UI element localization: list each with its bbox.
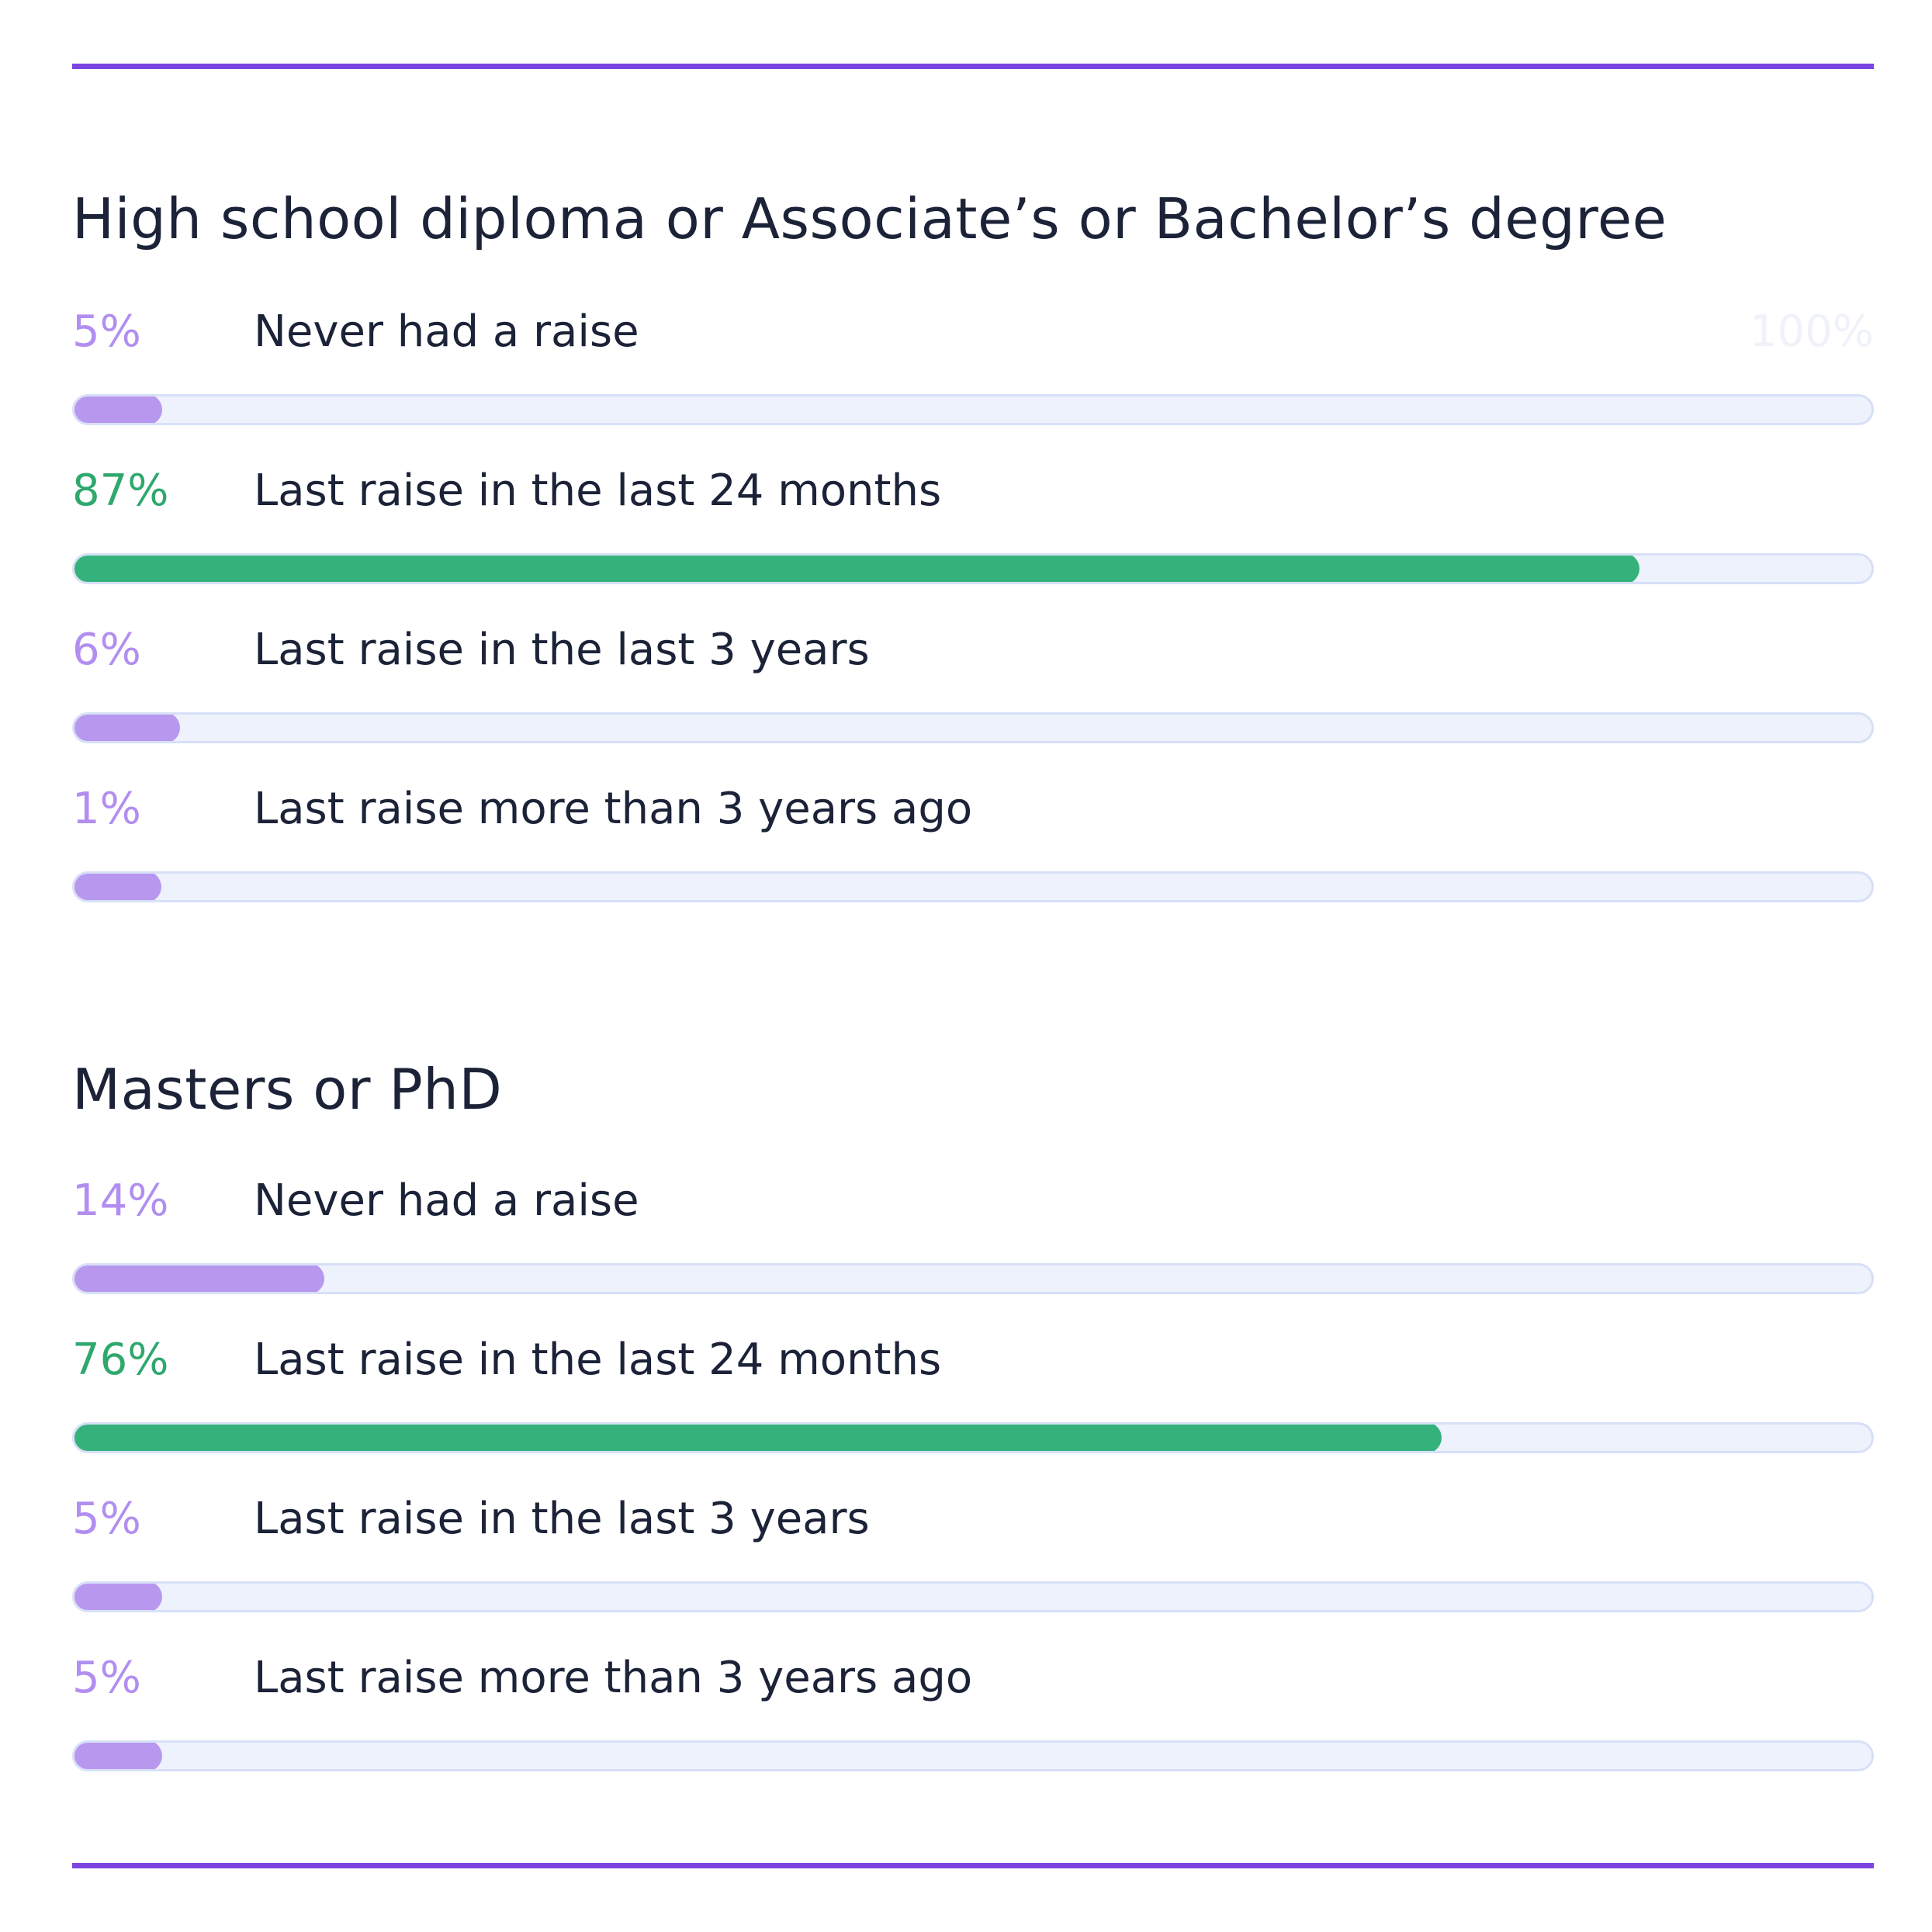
bar-track (72, 1422, 1874, 1453)
bar-category-label: Last raise in the last 3 years (254, 625, 870, 675)
bar-track (72, 1263, 1874, 1294)
bar-value-label: 5% (72, 1494, 141, 1544)
bar-track (72, 1740, 1874, 1771)
bar-category-label: Last raise in the last 24 months (254, 466, 942, 516)
bar-value-label: 5% (72, 306, 141, 357)
bar (74, 715, 180, 741)
bar (74, 396, 162, 423)
bar-track (72, 394, 1874, 425)
bar-value-label: 76% (72, 1335, 169, 1385)
bar-value-label: 1% (72, 784, 141, 834)
bar-track (72, 1581, 1874, 1612)
bar (74, 1265, 324, 1292)
bar-track (72, 553, 1874, 584)
bar-category-label: Never had a raise (254, 306, 639, 357)
bar-category-label: Last raise more than 3 years ago (254, 784, 973, 834)
bar (74, 556, 1639, 582)
scale-max-label: 100% (1749, 306, 1874, 357)
bar-category-label: Last raise in the last 3 years (254, 1494, 870, 1544)
bottom-divider (72, 1863, 1874, 1868)
top-divider (72, 64, 1874, 69)
bar-category-label: Never had a raise (254, 1175, 639, 1226)
bar-category-label: Last raise more than 3 years ago (254, 1653, 973, 1703)
bar-track (72, 712, 1874, 743)
bar-value-label: 5% (72, 1653, 141, 1703)
bar-category-label: Last raise in the last 24 months (254, 1335, 942, 1385)
bar-track (72, 871, 1874, 902)
bar (74, 1584, 162, 1610)
group-title-undergrad: High school diploma or Associate’s or Ba… (72, 186, 1667, 251)
bar-value-label: 6% (72, 625, 141, 675)
bar (74, 874, 161, 900)
bar (74, 1743, 162, 1769)
group-title-graduate: Masters or PhD (72, 1057, 503, 1122)
bar-value-label: 87% (72, 466, 169, 516)
bar-value-label: 14% (72, 1175, 169, 1226)
bar (74, 1425, 1442, 1451)
